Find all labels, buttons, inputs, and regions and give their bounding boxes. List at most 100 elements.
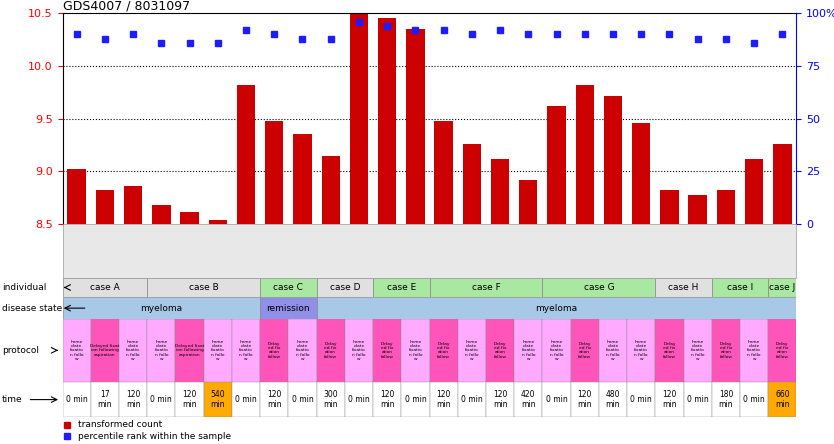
- Text: 420
min: 420 min: [521, 390, 535, 409]
- Bar: [463, 144, 481, 224]
- Bar: [768, 382, 796, 417]
- Bar: [458, 319, 486, 382]
- Text: 0 min: 0 min: [743, 395, 765, 404]
- Text: 300
min: 300 min: [324, 390, 338, 409]
- Bar: [575, 85, 594, 224]
- Text: case I: case I: [727, 283, 753, 292]
- Text: 120
min: 120 min: [267, 390, 282, 409]
- Bar: [237, 85, 255, 224]
- Text: 180
min: 180 min: [719, 390, 733, 409]
- Bar: [63, 382, 91, 417]
- Text: 0 min: 0 min: [348, 395, 369, 404]
- Bar: [401, 319, 430, 382]
- Bar: [430, 382, 458, 417]
- Bar: [91, 319, 119, 382]
- Bar: [632, 123, 651, 224]
- Bar: [289, 382, 317, 417]
- Bar: [175, 319, 203, 382]
- Text: 120
min: 120 min: [436, 390, 451, 409]
- Text: case F: case F: [471, 283, 500, 292]
- Bar: [119, 319, 148, 382]
- Text: 480
min: 480 min: [605, 390, 620, 409]
- Bar: [260, 319, 289, 382]
- Bar: [373, 382, 401, 417]
- Text: 120
min: 120 min: [577, 390, 592, 409]
- Bar: [232, 319, 260, 382]
- Bar: [317, 382, 344, 417]
- Text: case H: case H: [668, 283, 699, 292]
- Text: 540
min: 540 min: [210, 390, 225, 409]
- Bar: [773, 144, 791, 224]
- Text: Imme
diate
fixatio
n follo
w: Imme diate fixatio n follo w: [747, 340, 761, 361]
- Text: 0 min: 0 min: [686, 395, 709, 404]
- Text: Imme
diate
fixatio
n follo
w: Imme diate fixatio n follo w: [691, 340, 705, 361]
- Text: case D: case D: [329, 283, 360, 292]
- Bar: [124, 186, 143, 224]
- Bar: [63, 278, 148, 297]
- Bar: [458, 382, 486, 417]
- Bar: [768, 319, 796, 382]
- Bar: [148, 382, 175, 417]
- Bar: [148, 319, 175, 382]
- Text: disease state: disease state: [2, 304, 62, 313]
- Text: Imme
diate
fixatio
n follo
w: Imme diate fixatio n follo w: [154, 340, 168, 361]
- Text: Delay
ed fix
ation
follow: Delay ed fix ation follow: [380, 342, 394, 359]
- Bar: [599, 319, 627, 382]
- Bar: [430, 278, 542, 297]
- Bar: [96, 190, 114, 224]
- Bar: [656, 319, 684, 382]
- Text: 120
min: 120 min: [126, 390, 140, 409]
- Bar: [317, 319, 344, 382]
- Bar: [344, 319, 373, 382]
- Bar: [547, 106, 565, 224]
- Bar: [401, 382, 430, 417]
- Bar: [317, 278, 373, 297]
- Bar: [684, 319, 711, 382]
- Text: Delayed fixat
ion following
aspiration: Delayed fixat ion following aspiration: [90, 344, 119, 357]
- Bar: [745, 159, 763, 224]
- Bar: [180, 212, 198, 224]
- Bar: [260, 278, 317, 297]
- Text: 0 min: 0 min: [461, 395, 483, 404]
- Text: 0 min: 0 min: [66, 395, 88, 404]
- Text: 660
min: 660 min: [775, 390, 790, 409]
- Text: Imme
diate
fixatio
n follo
w: Imme diate fixatio n follo w: [295, 340, 309, 361]
- Bar: [294, 134, 312, 224]
- Text: Imme
diate
fixatio
n follo
w: Imme diate fixatio n follo w: [211, 340, 224, 361]
- Bar: [119, 382, 148, 417]
- Bar: [519, 180, 537, 224]
- Text: Imme
diate
fixatio
n follo
w: Imme diate fixatio n follo w: [409, 340, 422, 361]
- Bar: [406, 29, 425, 224]
- Bar: [349, 11, 368, 224]
- Text: case E: case E: [387, 283, 416, 292]
- Bar: [63, 297, 260, 319]
- Text: Delay
ed fix
ation
follow: Delay ed fix ation follow: [720, 342, 732, 359]
- Text: 17
min: 17 min: [98, 390, 112, 409]
- Bar: [486, 319, 515, 382]
- Text: transformed count: transformed count: [78, 420, 162, 429]
- Bar: [604, 95, 622, 224]
- Bar: [373, 319, 401, 382]
- Text: Imme
diate
fixatio
n follo
w: Imme diate fixatio n follo w: [606, 340, 620, 361]
- Text: remission: remission: [267, 304, 310, 313]
- Bar: [435, 121, 453, 224]
- Bar: [515, 382, 542, 417]
- Text: Imme
diate
fixatio
n follo
w: Imme diate fixatio n follo w: [352, 340, 366, 361]
- Bar: [317, 297, 796, 319]
- Text: 0 min: 0 min: [150, 395, 173, 404]
- Bar: [208, 220, 227, 224]
- Text: 120
min: 120 min: [662, 390, 676, 409]
- Text: Imme
diate
fixatio
n follo
w: Imme diate fixatio n follo w: [126, 340, 140, 361]
- Bar: [152, 205, 170, 224]
- Bar: [175, 382, 203, 417]
- Text: Imme
diate
fixatio
n follo
w: Imme diate fixatio n follo w: [521, 340, 535, 361]
- Bar: [711, 278, 768, 297]
- Text: Imme
diate
fixatio
n follo
w: Imme diate fixatio n follo w: [239, 340, 253, 361]
- Text: Delay
ed fix
ation
follow: Delay ed fix ation follow: [578, 342, 591, 359]
- Bar: [684, 382, 711, 417]
- Bar: [378, 17, 396, 224]
- Text: protocol: protocol: [2, 346, 38, 355]
- Bar: [289, 319, 317, 382]
- Bar: [542, 319, 570, 382]
- Bar: [711, 319, 740, 382]
